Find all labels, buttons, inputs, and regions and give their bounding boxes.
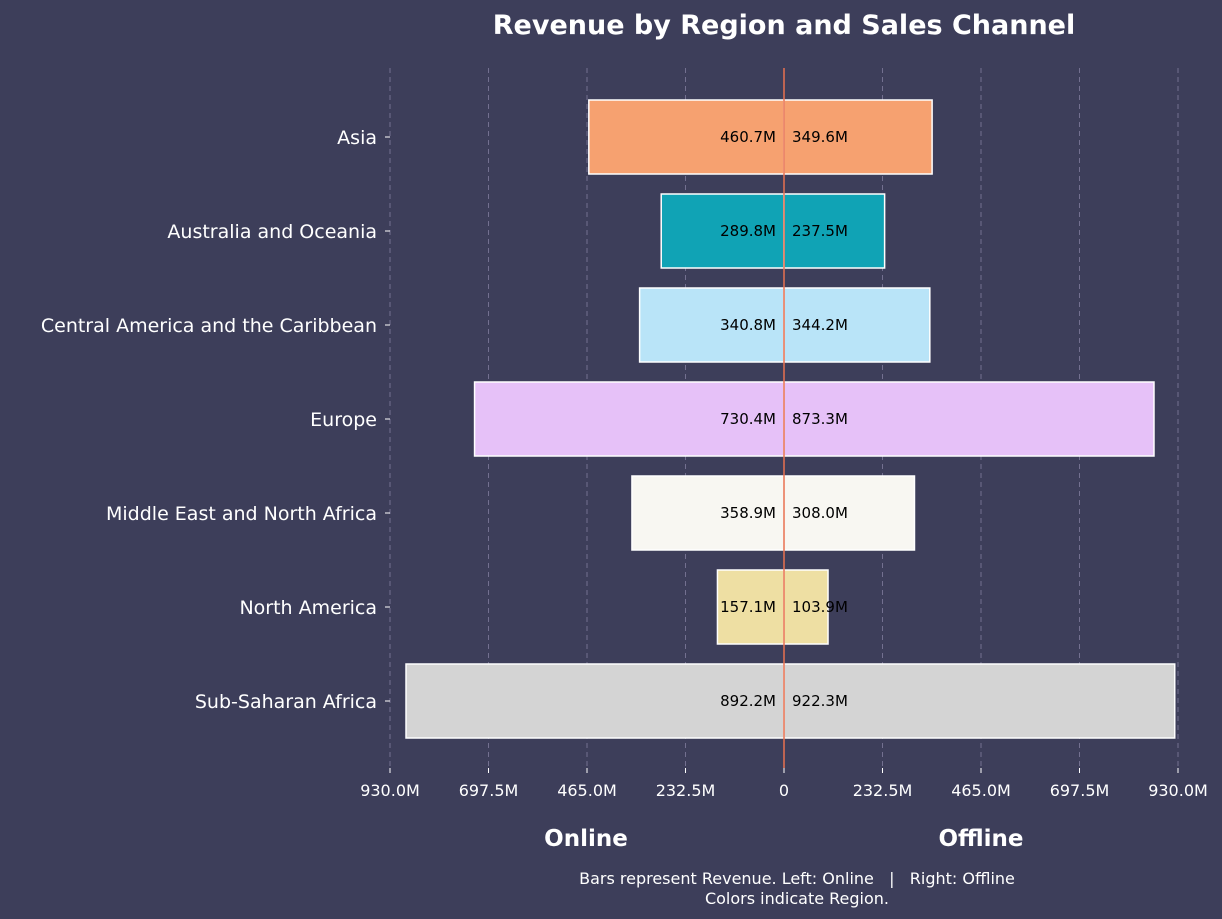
- bars: [405, 68, 1176, 768]
- caption-line-2: Colors indicate Region.: [705, 889, 889, 908]
- online-value-label: 460.7M: [720, 128, 776, 146]
- offline-value-label: 344.2M: [792, 316, 848, 334]
- offline-value-label: 103.9M: [792, 598, 848, 616]
- online-value-label: 892.2M: [720, 692, 776, 710]
- offline-value-label: 237.5M: [792, 222, 848, 240]
- x-tick-label: 0: [779, 781, 789, 800]
- x-tick-label: 930.0M: [1148, 781, 1208, 800]
- online-side-label: Online: [544, 826, 628, 852]
- x-tick-label: 697.5M: [459, 781, 519, 800]
- x-axis: 930.0M 697.5M 465.0M 232.5M 0 232.5M 465.0M 697…: [360, 768, 1208, 800]
- online-value-label: 157.1M: [720, 598, 776, 616]
- online-value-label: 289.8M: [720, 222, 776, 240]
- category-label: Asia: [337, 127, 377, 149]
- bar-online: [588, 99, 785, 175]
- bar-value-labels: 460.7M 349.6M 289.8M 237.5M 340.8M 344.2M 730.…: [720, 128, 848, 710]
- x-tick-label: 465.0M: [557, 781, 617, 800]
- category-label: Sub-Saharan Africa: [195, 691, 377, 713]
- category-axis: Asia Australia and Oceania Central America…: [41, 127, 390, 713]
- x-tick-label: 232.5M: [656, 781, 716, 800]
- x-tick-label: 930.0M: [360, 781, 420, 800]
- online-value-label: 358.9M: [720, 504, 776, 522]
- offline-value-label: 349.6M: [792, 128, 848, 146]
- online-value-label: 340.8M: [720, 316, 776, 334]
- x-tick-label: 465.0M: [951, 781, 1011, 800]
- offline-side-label: Offline: [938, 826, 1023, 852]
- chart-title: Revenue by Region and Sales Channel: [493, 10, 1076, 41]
- bar-online: [638, 287, 785, 363]
- bar-offline: [783, 475, 916, 551]
- bar-offline: [783, 663, 1176, 739]
- bar-offline: [783, 193, 886, 269]
- offline-value-label: 873.3M: [792, 410, 848, 428]
- online-value-label: 730.4M: [720, 410, 776, 428]
- bar-online: [660, 193, 785, 269]
- category-label: Middle East and North Africa: [106, 503, 377, 525]
- category-label: Europe: [310, 409, 377, 431]
- offline-value-label: 308.0M: [792, 504, 848, 522]
- bar-offline: [783, 99, 933, 175]
- category-label: Australia and Oceania: [167, 221, 377, 243]
- category-label: North America: [239, 597, 377, 619]
- bar-online: [473, 381, 785, 457]
- x-tick-label: 232.5M: [853, 781, 913, 800]
- category-label: Central America and the Caribbean: [41, 315, 377, 337]
- bar-offline: [783, 569, 829, 645]
- caption-line-1: Bars represent Revenue. Left: Online | R…: [579, 869, 1015, 888]
- bar-online: [631, 475, 785, 551]
- bar-online: [405, 663, 785, 739]
- x-tick-label: 697.5M: [1050, 781, 1110, 800]
- offline-value-label: 922.3M: [792, 692, 848, 710]
